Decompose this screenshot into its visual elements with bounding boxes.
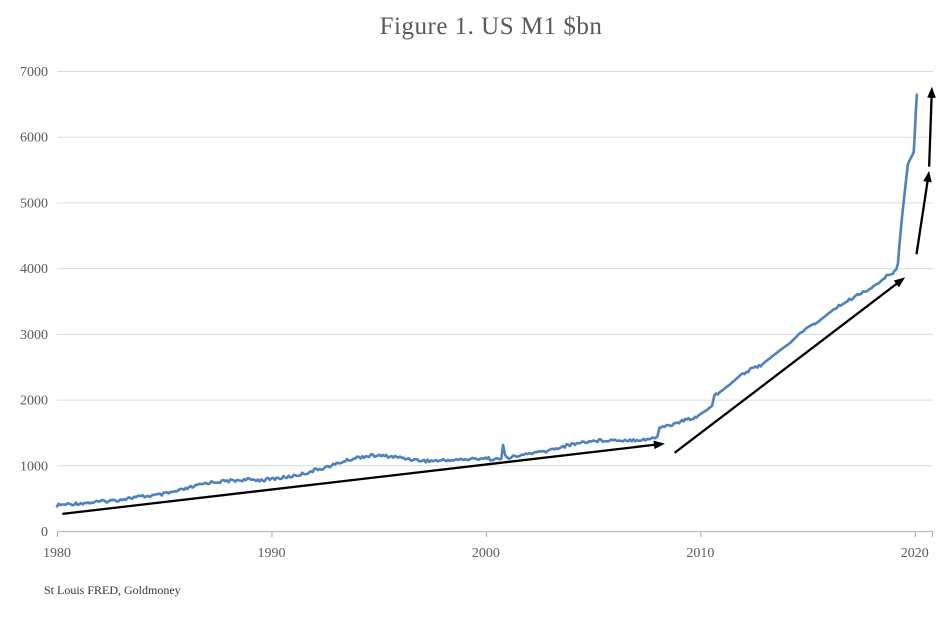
trend-arrowhead — [927, 86, 936, 98]
y-tick-label: 5000 — [20, 196, 48, 211]
x-tick-label: 2000 — [472, 546, 500, 561]
trend-arrowhead — [893, 277, 906, 288]
y-tick-label: 4000 — [20, 262, 48, 277]
y-tick-label: 2000 — [20, 394, 48, 409]
x-tick-label: 2010 — [686, 546, 714, 561]
y-tick-label: 0 — [41, 525, 48, 540]
trend-arrow — [915, 178, 930, 255]
y-tick-label: 6000 — [20, 131, 48, 146]
x-tick-label: 1980 — [43, 546, 71, 561]
m1-series-line — [55, 93, 919, 508]
y-tick-label: 7000 — [20, 65, 48, 80]
x-tick-label: 2020 — [901, 546, 929, 561]
source-caption: St Louis FRED, Goldmoney — [44, 583, 181, 597]
trend-arrowhead — [653, 440, 665, 450]
x-tick-label: 1990 — [257, 546, 285, 561]
trend-arrowhead — [923, 170, 932, 183]
trend-arrow — [673, 281, 900, 454]
y-tick-label: 3000 — [20, 328, 48, 343]
y-tick-label: 1000 — [20, 459, 48, 474]
trend-arrow — [62, 443, 658, 516]
trend-arrow — [927, 94, 933, 167]
chart-title: Figure 1. US M1 $bn — [379, 13, 603, 40]
